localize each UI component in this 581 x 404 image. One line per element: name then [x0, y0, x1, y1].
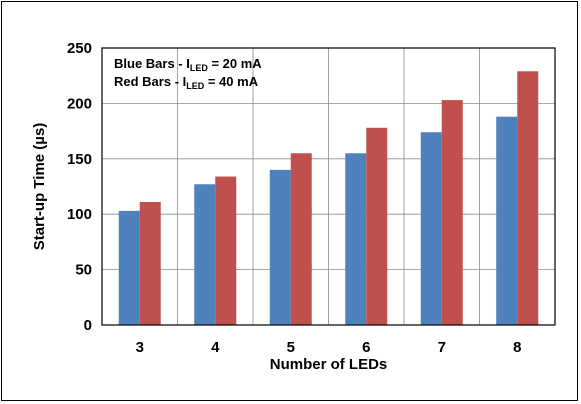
legend-entry-red: Red Bars - ILED = 40 mA [114, 74, 259, 91]
plot-area-border [101, 47, 556, 326]
gridlines [102, 48, 555, 325]
x-tick-label: 8 [513, 339, 521, 356]
x-axis-title: Number of LEDs [270, 356, 388, 373]
x-tick-label: 5 [287, 339, 295, 356]
bar-blue-5 [269, 169, 291, 325]
legend-entry-blue: Blue Bars - ILED = 20 mA [114, 56, 262, 73]
y-tick-label: 0 [84, 317, 92, 334]
x-tick-label: 7 [438, 339, 446, 356]
y-tick-label: 200 [67, 95, 92, 112]
bar-red-8 [517, 71, 539, 325]
bar-red-4 [215, 176, 237, 325]
bar-red-3 [139, 202, 161, 325]
y-tick-label: 150 [67, 151, 92, 168]
bar-red-7 [441, 100, 463, 326]
bar-red-5 [290, 153, 312, 325]
bar-blue-8 [496, 116, 518, 325]
x-tick-label: 6 [362, 339, 370, 356]
y-tick-label: 100 [67, 206, 92, 223]
bars [118, 71, 539, 326]
bar-blue-6 [345, 153, 367, 325]
bar-red-6 [366, 127, 388, 325]
x-tick-label: 3 [136, 339, 144, 356]
y-axis-title: Start-up Time (µs) [31, 123, 48, 251]
y-tick-label: 250 [67, 40, 92, 57]
bar-blue-3 [118, 210, 140, 325]
bar-blue-4 [194, 184, 216, 325]
bar-blue-7 [420, 132, 442, 325]
y-tick-labels: 0 50 100 150 200 250 [67, 40, 92, 334]
y-tick-label: 50 [75, 262, 92, 279]
x-tick-label: 4 [211, 339, 220, 356]
legend: Blue Bars - ILED = 20 mA Red Bars - ILED… [114, 56, 262, 91]
x-tick-labels: 3 4 5 6 7 8 [136, 339, 522, 356]
